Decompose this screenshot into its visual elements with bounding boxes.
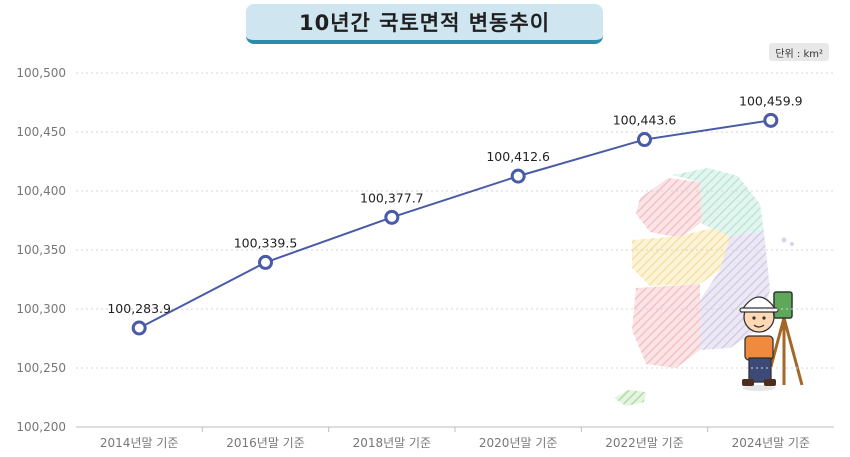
y-axis-ticks: 100,200 100,250 100,300 100,350 100,400 100,4… bbox=[16, 66, 66, 434]
chart-title-box: 10년간 국토면적 변동추이 bbox=[246, 4, 603, 44]
data-label: 100,459.9 bbox=[739, 93, 803, 108]
y-tick-label: 100,250 bbox=[16, 361, 66, 375]
y-tick-label: 100,400 bbox=[16, 184, 66, 198]
series-markers bbox=[131, 112, 779, 336]
y-tick-label: 100,350 bbox=[16, 243, 66, 257]
data-labels: 100,283.9 100,339.5 100,377.7 100,412.6 100,… bbox=[107, 93, 802, 316]
data-point-marker bbox=[510, 168, 526, 184]
data-point-marker bbox=[763, 112, 779, 128]
data-label: 100,412.6 bbox=[486, 149, 550, 164]
grid-lines bbox=[76, 72, 834, 369]
x-axis bbox=[76, 426, 834, 432]
x-tick-label: 2014년말 기준 bbox=[100, 436, 179, 450]
korea-map-surveyor-icon bbox=[614, 168, 804, 406]
y-tick-label: 100,300 bbox=[16, 302, 66, 316]
x-tick-label: 2022년말 기준 bbox=[605, 436, 684, 450]
x-axis-ticks: 2014년말 기준 2016년말 기준 2018년말 기준 2020년말 기준 2022… bbox=[100, 436, 810, 450]
data-label: 100,339.5 bbox=[234, 235, 298, 250]
data-label: 100,377.7 bbox=[360, 190, 424, 205]
x-tick-label: 2020년말 기준 bbox=[479, 436, 558, 450]
data-point-marker bbox=[258, 254, 273, 270]
series-line bbox=[138, 119, 771, 329]
x-tick-label: 2016년말 기준 bbox=[226, 436, 305, 450]
unit-label: 단위 : km² bbox=[769, 43, 829, 61]
data-point-marker bbox=[131, 320, 147, 336]
data-point-marker bbox=[637, 132, 652, 148]
y-tick-label: 100,450 bbox=[16, 125, 66, 139]
data-label: 100,283.9 bbox=[107, 301, 171, 316]
data-point-marker bbox=[384, 209, 400, 225]
x-tick-label: 2018년말 기준 bbox=[353, 436, 432, 450]
x-tick-label: 2024년말 기준 bbox=[732, 436, 811, 450]
series-polyline bbox=[138, 119, 771, 329]
data-label: 100,443.6 bbox=[613, 113, 677, 128]
y-tick-label: 100,200 bbox=[16, 420, 66, 434]
chart-title: 10년간 국토면적 변동추이 bbox=[298, 11, 551, 35]
y-tick-label: 100,500 bbox=[16, 66, 66, 80]
